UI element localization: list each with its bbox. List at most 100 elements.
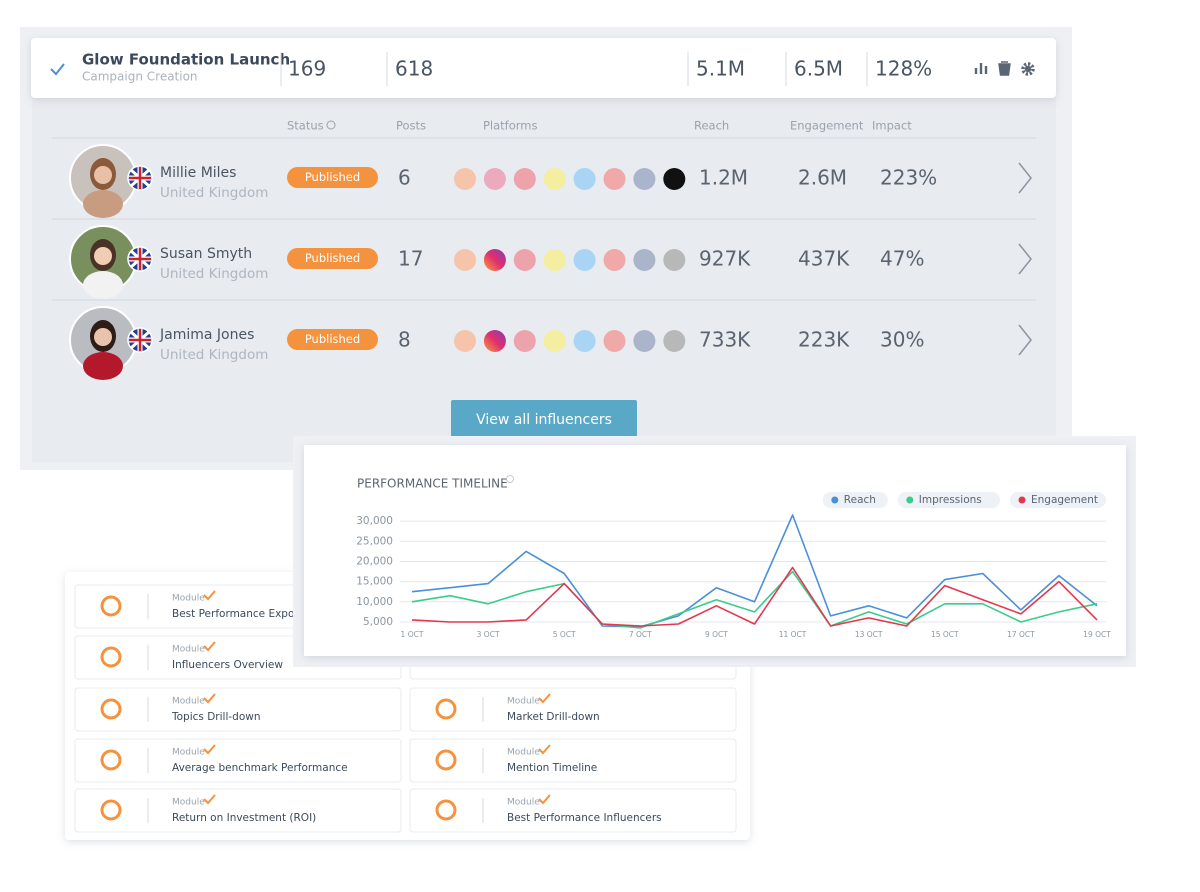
module-check — [203, 744, 216, 755]
module-check — [203, 794, 216, 805]
legend-pill[interactable] — [1010, 492, 1106, 508]
module-card[interactable] — [74, 738, 402, 783]
module-card[interactable] — [409, 738, 737, 783]
platform-icon — [633, 168, 656, 190]
platform-icon — [454, 168, 476, 190]
influencer-country: United Kingdom — [160, 347, 268, 363]
campaign-stat: 6.5M — [794, 57, 843, 81]
stats-icon[interactable] — [974, 63, 988, 74]
engagement-value: 437K — [798, 247, 850, 271]
module-label: Module — [172, 748, 205, 758]
reach-value: 927K — [699, 247, 751, 271]
title-info-icon — [506, 475, 514, 483]
y-tick-label: 5,000 — [363, 616, 393, 628]
campaign-stat: 169 — [288, 57, 326, 81]
module-label: Module — [507, 798, 540, 808]
row-chevron[interactable] — [1018, 162, 1032, 194]
module-card[interactable] — [409, 687, 737, 732]
platform-icon — [483, 330, 506, 352]
column-header: Reach — [694, 119, 729, 133]
delete-icon[interactable] — [998, 61, 1011, 76]
module-check — [538, 794, 551, 805]
engagement-value: 223K — [798, 328, 850, 352]
module-name: Best Performance Influencers — [507, 812, 662, 824]
x-tick-label: 5 OCT — [553, 630, 576, 639]
avatar-face — [94, 166, 112, 184]
platform-icon — [663, 249, 686, 271]
legend-pill[interactable] — [822, 492, 888, 508]
avatar-face — [94, 328, 112, 346]
legend-swatch — [1018, 496, 1026, 504]
x-tick-label: 15 OCT — [931, 630, 959, 639]
x-tick-label: 17 OCT — [1007, 630, 1035, 639]
campaign-subtitle: Campaign Creation — [82, 70, 198, 84]
platform-icon — [573, 168, 596, 190]
avatar-body — [83, 271, 123, 299]
status-label: Published — [305, 170, 360, 184]
row-chevron[interactable] — [1018, 243, 1032, 275]
module-name: Topics Drill-down — [171, 711, 261, 723]
series-line — [411, 566, 1098, 627]
module-label: Module — [507, 748, 540, 758]
platform-icon — [573, 330, 596, 352]
legend-pill[interactable] — [897, 492, 1000, 508]
column-header: Engagement — [790, 119, 864, 133]
platform-icon — [603, 249, 626, 271]
module-card[interactable] — [74, 687, 402, 732]
column-header: Impact — [872, 119, 912, 133]
module-icon — [435, 799, 457, 821]
view-all-button[interactable] — [451, 400, 637, 440]
impact-value: 47% — [880, 247, 924, 271]
module-icon — [100, 749, 122, 771]
platform-icon — [663, 330, 686, 352]
platform-icon — [543, 330, 566, 352]
module-name: Return on Investment (ROI) — [172, 812, 316, 824]
module-check — [203, 641, 216, 652]
module-label: Module — [172, 798, 205, 808]
info-icon — [326, 120, 336, 130]
module-check — [203, 590, 216, 601]
platform-icon — [543, 168, 566, 190]
column-header: Status — [287, 119, 324, 133]
influencer-name: Susan Smyth — [160, 246, 252, 262]
platform-icon — [513, 168, 536, 190]
campaign-card — [31, 38, 1056, 98]
platform-icon — [483, 249, 506, 271]
y-tick-label: 25,000 — [356, 535, 393, 547]
module-card[interactable] — [74, 788, 402, 833]
campaign-stat: 5.1M — [696, 57, 745, 81]
module-name: Market Drill-down — [507, 711, 600, 723]
platform-icon — [483, 168, 506, 190]
platform-icon — [513, 249, 536, 271]
y-tick-label: 30,000 — [356, 515, 393, 527]
influencer-country: United Kingdom — [160, 185, 268, 201]
module-name: Best Performance Exposu — [172, 608, 307, 620]
module-icon — [435, 749, 457, 771]
view-all-label: View all influencers — [476, 412, 612, 428]
influencer-name: Millie Miles — [160, 165, 236, 181]
x-tick-label: 9 OCT — [705, 630, 728, 639]
posts-count: 8 — [398, 328, 411, 352]
influencer-name: Jamima Jones — [159, 327, 254, 343]
module-label: Module — [172, 645, 205, 655]
platform-icon — [603, 330, 626, 352]
module-label: Module — [507, 697, 540, 707]
settings-icon[interactable] — [1021, 62, 1035, 76]
panel-inner — [32, 38, 1056, 462]
row-chevron[interactable] — [1018, 324, 1032, 356]
column-header: Posts — [396, 119, 426, 133]
series-line — [411, 570, 1098, 629]
y-tick-label: 15,000 — [356, 576, 393, 588]
y-tick-label: 20,000 — [356, 555, 393, 567]
campaign-name: Glow Foundation Launch — [82, 51, 290, 69]
check-icon — [50, 63, 65, 76]
module-card[interactable] — [409, 788, 737, 833]
status-label: Published — [305, 332, 360, 346]
module-name: Mention Timeline — [507, 762, 597, 774]
flag-cross-red — [129, 248, 151, 270]
legend-label: Engagement — [1031, 494, 1098, 506]
flag-cross-red — [129, 167, 151, 189]
impact-value: 30% — [880, 328, 924, 352]
status-label: Published — [305, 251, 360, 265]
